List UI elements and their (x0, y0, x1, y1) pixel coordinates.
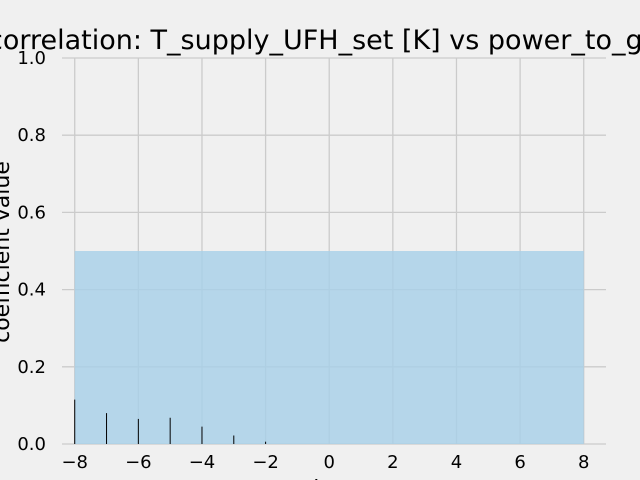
chart-title: Autocorrelation: T_supply_UFH_set [K] vs… (0, 25, 640, 56)
x-tick-label-3: −2 (252, 452, 279, 473)
x-tick-label-4: 0 (324, 452, 335, 473)
y-tick-labels: 0.0 0.2 0.4 0.6 0.8 1.0 (17, 48, 46, 455)
x-tick-label-5: 2 (387, 452, 398, 473)
x-axis-label: lag (313, 477, 347, 480)
y-tick-label-0: 0.0 (17, 434, 46, 455)
x-tick-label-1: −6 (125, 452, 152, 473)
x-tick-label-7: 6 (514, 452, 525, 473)
x-tick-labels: −8 −6 −4 −2 0 2 4 6 8 (61, 452, 589, 473)
y-tick-label-4: 0.8 (17, 125, 46, 146)
y-tick-label-3: 0.6 (17, 202, 46, 223)
y-axis-label: coefficient value (0, 161, 15, 343)
x-tick-label-2: −4 (189, 452, 216, 473)
x-tick-label-6: 4 (451, 452, 462, 473)
lag-bars (74, 399, 267, 444)
x-tick-label-8: 8 (578, 452, 589, 473)
y-tick-label-2: 0.4 (17, 280, 46, 301)
x-tick-label-0: −8 (61, 452, 88, 473)
y-tick-label-5: 1.0 (17, 48, 46, 69)
confidence-band (74, 251, 584, 444)
y-tick-label-1: 0.2 (17, 357, 46, 378)
